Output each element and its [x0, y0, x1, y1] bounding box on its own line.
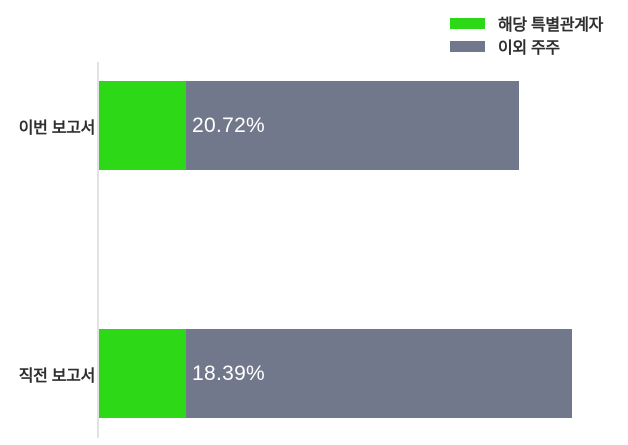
legend-item-other: 이외 주주 — [450, 35, 603, 57]
legend-item-special: 해당 특별관계자 — [450, 12, 603, 34]
legend-swatch — [450, 17, 485, 29]
bar-segment-other: 18.39% — [186, 329, 572, 418]
bar-segment-other: 20.72% — [186, 81, 519, 170]
bar-row: 직전 보고서 18.39% — [0, 329, 572, 418]
bar-segment-special — [99, 81, 186, 170]
category-label: 직전 보고서 — [18, 367, 96, 385]
y-axis-baseline — [97, 62, 99, 438]
legend-swatch — [450, 40, 485, 52]
legend-label: 이외 주주 — [498, 40, 560, 57]
value-label: 20.72% — [192, 113, 266, 137]
bar-segment-special — [99, 329, 186, 418]
category-label: 이번 보고서 — [18, 119, 96, 137]
legend-label: 해당 특별관계자 — [498, 17, 604, 34]
bar-row: 이번 보고서 20.72% — [0, 81, 519, 170]
value-label: 18.39% — [192, 361, 266, 385]
chart-legend: 해당 특별관계자 이외 주주 — [450, 12, 603, 57]
